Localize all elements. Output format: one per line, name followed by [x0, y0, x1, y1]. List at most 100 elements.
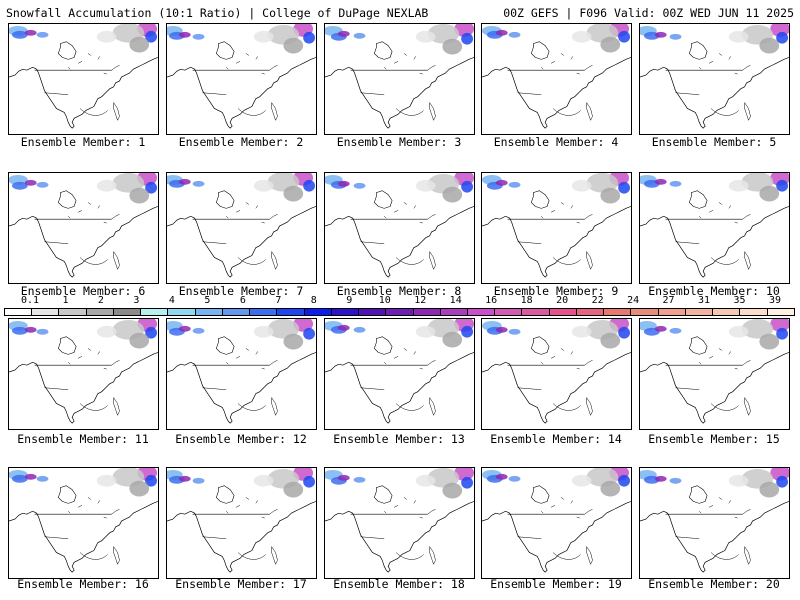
colorbar-strip	[4, 308, 795, 316]
ensemble-member-label: Ensemble Member: 12	[175, 432, 307, 446]
colorbar-swatch	[685, 309, 714, 315]
colorbar-swatch	[141, 309, 169, 315]
colorbar-swatch	[522, 309, 550, 315]
snowfall-map	[167, 24, 316, 134]
colorbar-tick-label: 39	[768, 295, 782, 306]
ensemble-member-label: Ensemble Member: 14	[490, 432, 622, 446]
snowfall-map	[9, 319, 158, 429]
colorbar-tick-label: 7	[275, 295, 282, 306]
map-title: Snowfall Accumulation (10:1 Ratio) | Col…	[6, 6, 429, 20]
colorbar-tick-label: 1	[62, 295, 69, 306]
snowfall-map	[9, 24, 158, 134]
colorbar-tick-label: 24	[627, 295, 640, 306]
colorbar-tick-label: 9	[346, 295, 353, 306]
colorbar-swatch	[250, 309, 278, 315]
model-run-info: 00Z GEFS | F096 Valid: 00Z WED JUN 11 20…	[503, 6, 794, 20]
colorbar-swatch	[304, 309, 332, 315]
snowfall-map	[9, 173, 158, 283]
ensemble-map-panel	[639, 467, 790, 579]
colorbar-tick-label: 4	[168, 295, 175, 306]
ensemble-member-label: Ensemble Member: 13	[333, 432, 465, 446]
ensemble-member-label: Ensemble Member: 9	[493, 284, 619, 298]
snowfall-map	[325, 319, 474, 429]
ensemble-member-label: Ensemble Member: 18	[333, 577, 465, 591]
ensemble-map-panel	[8, 467, 159, 579]
ensemble-map-panel	[324, 318, 475, 430]
ensemble-map-panel	[324, 23, 475, 135]
colorbar-tick-label: 5	[204, 295, 211, 306]
ensemble-map-panel	[639, 172, 790, 284]
colorbar-tick-label: 31	[698, 295, 711, 306]
colorbar-tick-label: 22	[591, 295, 604, 306]
snowfall-map	[482, 319, 631, 429]
colorbar-legend: 0.1 1 2 3 4 5 6 7 8 9 10 12 14 16 18 20 22 24 27 31 35 39	[4, 295, 795, 325]
colorbar-swatch	[713, 309, 741, 315]
colorbar-tick-label: 3	[133, 295, 140, 306]
ensemble-member-label: Ensemble Member: 19	[490, 577, 622, 591]
colorbar-swatch	[495, 309, 523, 315]
ensemble-member-label: Ensemble Member: 17	[175, 577, 307, 591]
colorbar-tick-label: 2	[97, 295, 104, 306]
colorbar-swatch	[113, 309, 142, 315]
colorbar-swatch	[5, 309, 33, 315]
colorbar-swatch	[658, 309, 686, 315]
ensemble-member-label: Ensemble Member: 4	[493, 135, 619, 149]
ensemble-map-panel	[481, 467, 632, 579]
colorbar-tick-label: 10	[378, 295, 391, 306]
snowfall-map	[482, 468, 631, 578]
colorbar-tick-label: 16	[485, 295, 498, 306]
colorbar-swatch	[604, 309, 632, 315]
colorbar-tick-label: 12	[414, 295, 427, 306]
colorbar-swatch	[331, 309, 360, 315]
snowfall-map	[325, 468, 474, 578]
ensemble-map-panel	[639, 23, 790, 135]
ensemble-member-label: Ensemble Member: 16	[17, 577, 149, 591]
colorbar-swatch	[631, 309, 659, 315]
colorbar-swatch	[576, 309, 605, 315]
snowfall-map	[640, 468, 789, 578]
colorbar-swatch	[59, 309, 87, 315]
colorbar-swatch	[32, 309, 60, 315]
ensemble-member-label: Ensemble Member: 1	[20, 135, 146, 149]
snowfall-map	[640, 24, 789, 134]
snowfall-map	[167, 468, 316, 578]
ensemble-map-panel	[8, 172, 159, 284]
ensemble-map-panel	[8, 318, 159, 430]
colorbar-swatch	[549, 309, 577, 315]
colorbar-swatch	[413, 309, 441, 315]
colorbar-swatch	[386, 309, 414, 315]
snowfall-map	[9, 468, 158, 578]
ensemble-map-panel	[324, 172, 475, 284]
ensemble-member-label: Ensemble Member: 11	[17, 432, 149, 446]
snowfall-map	[325, 24, 474, 134]
ensemble-member-label: Ensemble Member: 8	[336, 284, 462, 298]
colorbar-swatch	[467, 309, 496, 315]
colorbar-swatch	[440, 309, 468, 315]
ensemble-member-label: Ensemble Member: 3	[336, 135, 462, 149]
colorbar-tick-label: 6	[239, 295, 246, 306]
colorbar-swatch	[359, 309, 387, 315]
colorbar-swatch	[767, 309, 794, 315]
colorbar-tick-label: 8	[310, 295, 317, 306]
ensemble-member-label: Ensemble Member: 20	[648, 577, 780, 591]
snowfall-map	[640, 173, 789, 283]
ensemble-map-panel	[166, 172, 317, 284]
colorbar-swatch	[86, 309, 114, 315]
colorbar-swatch	[195, 309, 223, 315]
ensemble-member-label: Ensemble Member: 5	[651, 135, 777, 149]
ensemble-map-panel	[166, 23, 317, 135]
ensemble-member-label: Ensemble Member: 2	[178, 135, 304, 149]
ensemble-map-panel	[481, 172, 632, 284]
snowfall-map	[325, 173, 474, 283]
ensemble-map-panel	[639, 318, 790, 430]
ensemble-map-panel	[324, 467, 475, 579]
snowfall-map	[167, 173, 316, 283]
ensemble-map-panel	[481, 23, 632, 135]
colorbar-tick-label: 27	[662, 295, 675, 306]
ensemble-member-label: Ensemble Member: 15	[648, 432, 780, 446]
ensemble-map-panel	[481, 318, 632, 430]
colorbar-tick-label: 35	[733, 295, 746, 306]
colorbar-swatch	[222, 309, 251, 315]
colorbar-tick-label: 0.1	[20, 295, 40, 306]
ensemble-map-panel	[8, 23, 159, 135]
